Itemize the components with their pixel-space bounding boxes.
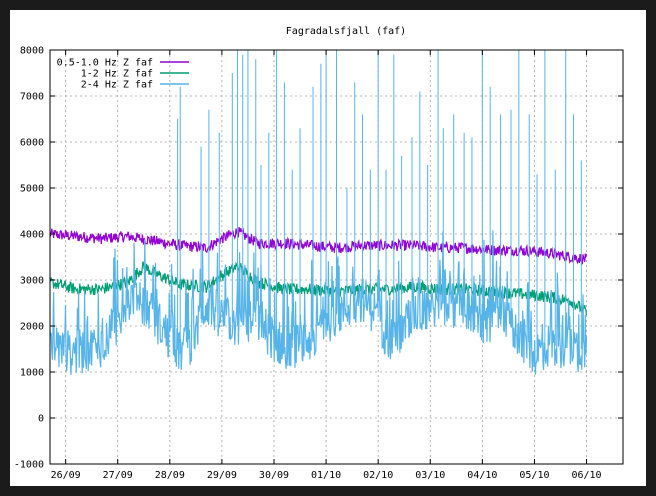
chart-svg: Fagradalsfjall (faf) -1000 0 1000 2000 3000 4… bbox=[14, 26, 624, 481]
x-tick-label: 05/10 bbox=[519, 470, 549, 481]
x-tick-label: 06/10 bbox=[571, 470, 601, 481]
x-tick-label: 29/09 bbox=[207, 470, 237, 481]
tick-layer: -1000 0 1000 2000 3000 4000 5000 6000 7000 8000 26… bbox=[14, 46, 623, 481]
y-tick-label: 7000 bbox=[20, 92, 44, 103]
x-tick-label: 27/09 bbox=[103, 470, 133, 481]
series-line bbox=[49, 230, 588, 375]
x-tick-label: 30/09 bbox=[259, 470, 289, 481]
legend-label: 0.5-1.0 Hz Z faf bbox=[57, 58, 153, 69]
x-tick-label: 04/10 bbox=[467, 470, 497, 481]
x-tick-label: 28/09 bbox=[155, 470, 185, 481]
series-layer bbox=[49, 50, 588, 375]
y-tick-label: -1000 bbox=[14, 460, 44, 471]
y-tick-label: 3000 bbox=[20, 276, 44, 287]
plot-border bbox=[49, 49, 624, 465]
x-tick-label: 02/10 bbox=[363, 470, 393, 481]
series-line bbox=[49, 227, 588, 265]
y-tick-label: 5000 bbox=[20, 184, 44, 195]
y-tick-label: 6000 bbox=[20, 138, 44, 149]
y-tick-label: 2000 bbox=[20, 322, 44, 333]
x-tick-label: 03/10 bbox=[415, 470, 445, 481]
y-tick-label: 0 bbox=[38, 414, 44, 425]
x-tick-label: 26/09 bbox=[51, 470, 81, 481]
y-tick-label: 8000 bbox=[20, 46, 44, 57]
x-tick-label: 01/10 bbox=[311, 470, 341, 481]
y-tick-label: 1000 bbox=[20, 368, 44, 379]
chart-title: Fagradalsfjall (faf) bbox=[286, 26, 406, 37]
chart-frame: Fagradalsfjall (faf) -1000 0 1000 2000 3000 4… bbox=[10, 10, 646, 486]
legend-label: 1-2 Hz Z faf bbox=[81, 69, 153, 80]
y-tick-label: 4000 bbox=[20, 230, 44, 241]
legend-label: 2-4 Hz Z faf bbox=[81, 80, 153, 91]
